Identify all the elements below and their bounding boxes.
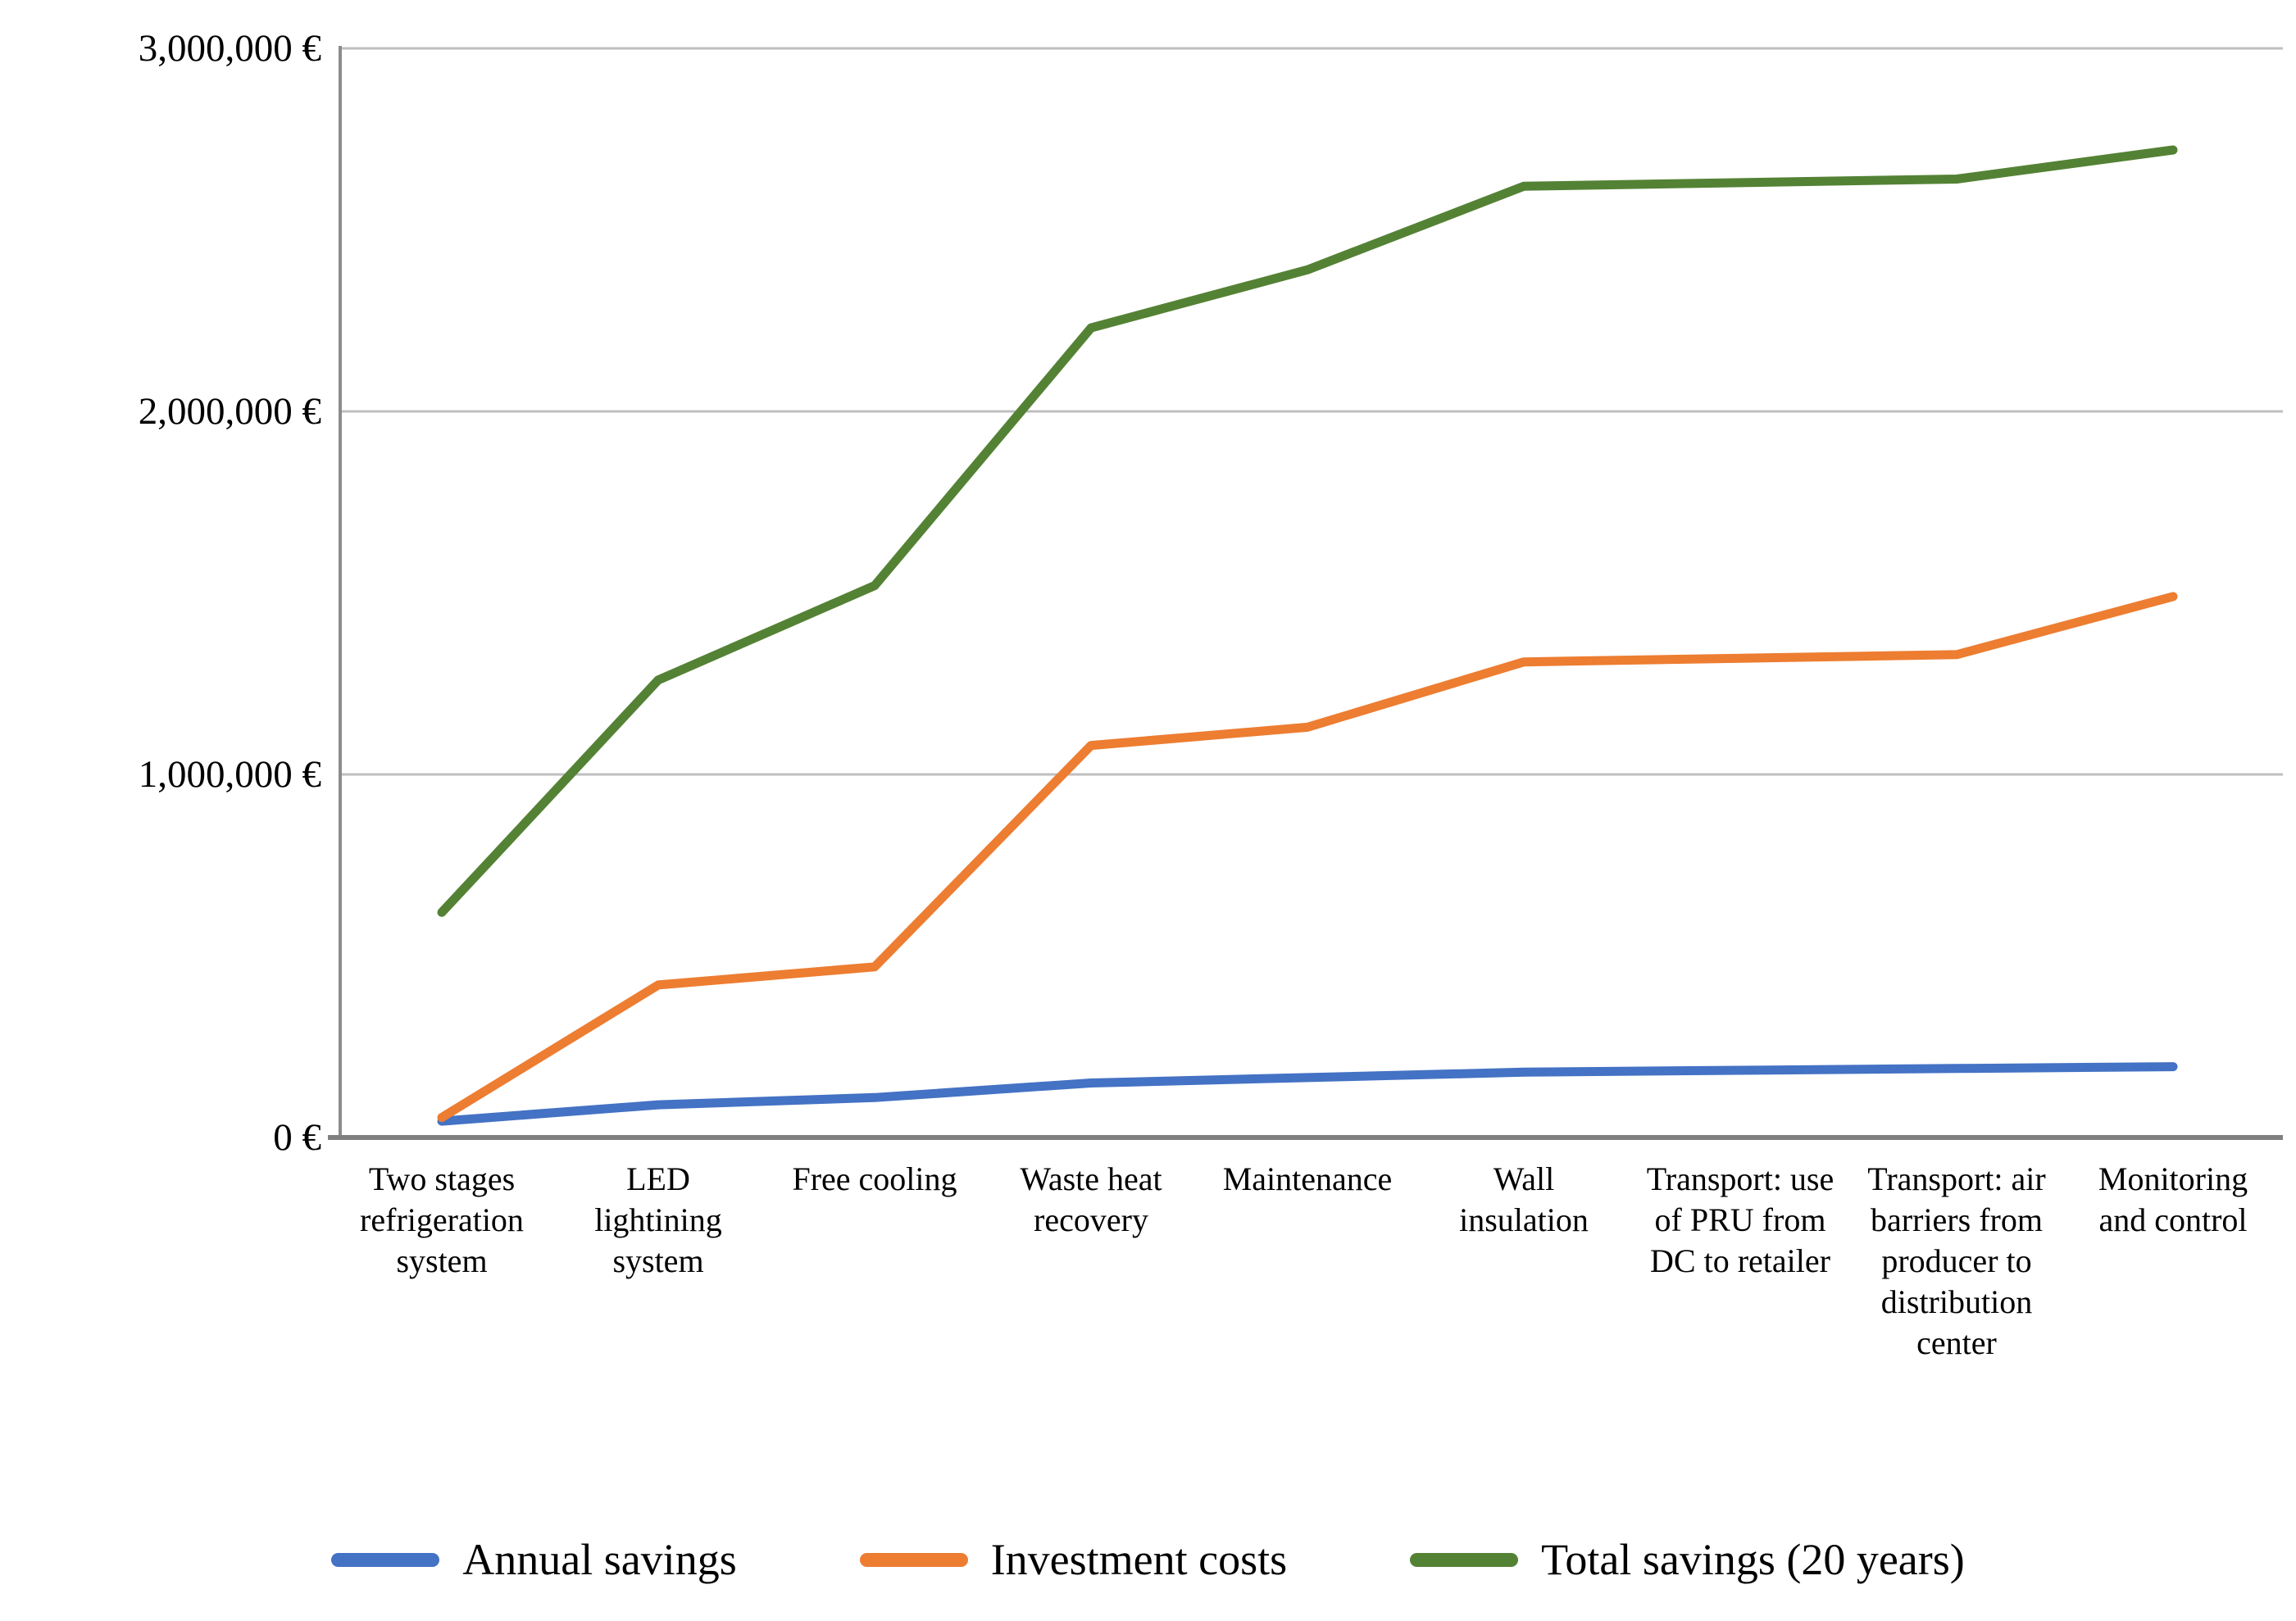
x-label-transport-air-barriers: Transport: air barriers from producer to… (1867, 1160, 2046, 1361)
legend-swatch-annual-savings (331, 1552, 440, 1567)
legend-label-investment-costs: Investment costs (990, 1535, 1288, 1584)
legend-label-total-savings: Total savings (20 years) (1541, 1535, 1965, 1584)
x-label-wall-insulation: Wall insulation (1459, 1160, 1589, 1238)
chart-legend: Annual savings Investment costs Total sa… (0, 1534, 2296, 1585)
y-tick-label-2m: 2,000,000 € (138, 390, 321, 433)
legend-item-investment-costs: Investment costs (859, 1534, 1288, 1585)
y-tick-label-1m: 1,000,000 € (138, 753, 321, 796)
x-label-two-stages-refrigeration: Two stages refrigeration system (360, 1160, 524, 1279)
x-label-led-lightining: LED lightining system (594, 1160, 722, 1279)
legend-item-annual-savings: Annual savings (331, 1534, 737, 1585)
x-label-transport-pru: Transport: use of PRU from DC to retaile… (1646, 1160, 1835, 1279)
series-line-total-savings-20-years- (437, 145, 2178, 917)
y-tick-label-0: 0 € (273, 1116, 321, 1159)
series-line-annual-savings (437, 1062, 2178, 1126)
series-line-investment-costs (437, 592, 2178, 1123)
y-tick-label-3m: 3,000,000 € (138, 27, 321, 70)
x-label-maintenance: Maintenance (1222, 1160, 1393, 1197)
legend-label-annual-savings: Annual savings (462, 1535, 737, 1584)
legend-item-total-savings: Total savings (20 years) (1410, 1534, 1965, 1585)
legend-swatch-total-savings (1410, 1552, 1519, 1567)
x-label-monitoring-control: Monitoring and control (2098, 1160, 2248, 1238)
legend-swatch-investment-costs (859, 1552, 968, 1567)
x-label-free-cooling: Free cooling (792, 1160, 957, 1197)
x-label-waste-heat-recovery: Waste heat recovery (1020, 1160, 1162, 1238)
